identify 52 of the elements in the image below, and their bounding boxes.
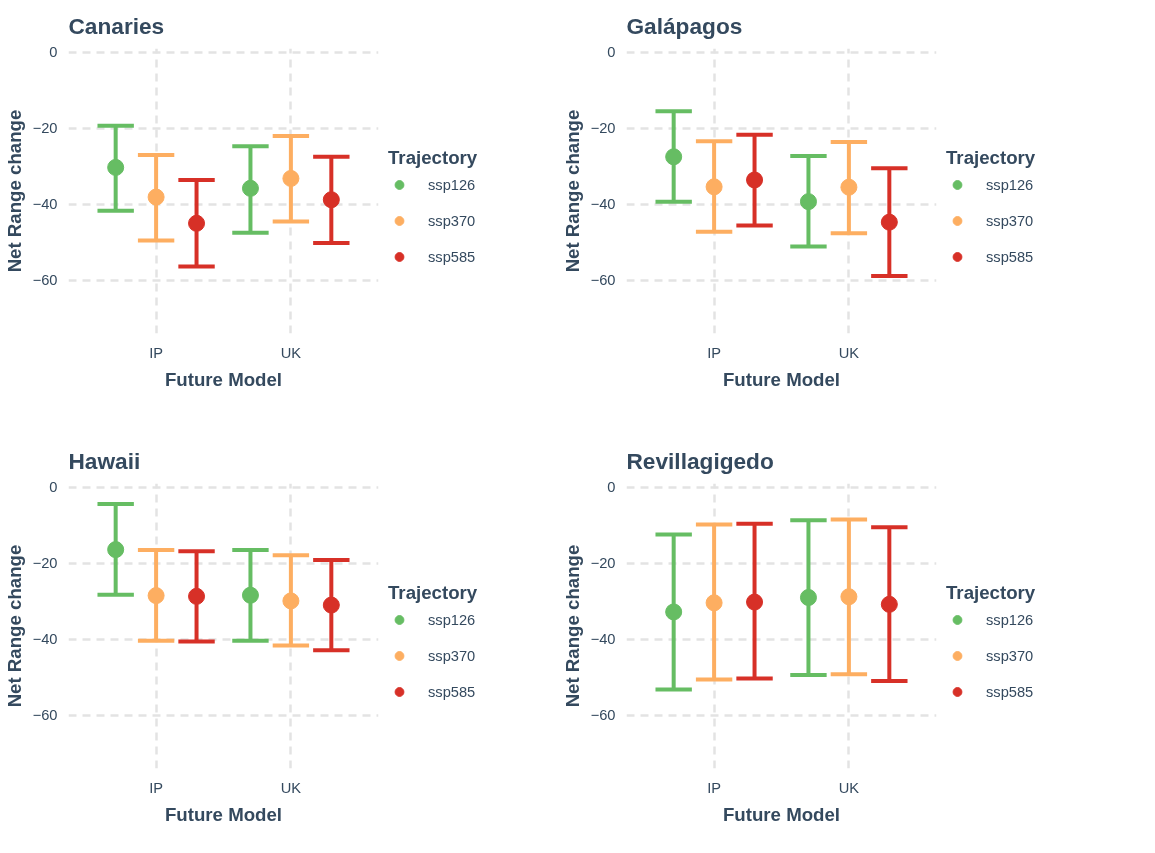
- x-axis-title: Future Model: [722, 368, 841, 390]
- x-tick-label: UK: [280, 779, 302, 796]
- chart-title: Galápagos: [626, 12, 743, 39]
- x-tick-label: IP: [149, 779, 164, 796]
- y-tick-label: 0: [607, 44, 616, 61]
- legend-label: ssp370: [428, 212, 476, 229]
- legend-title: Trajectory: [388, 146, 478, 169]
- legend-label: ssp126: [986, 176, 1034, 193]
- y-tick-label: −20: [32, 555, 58, 572]
- x-tick-label: IP: [707, 344, 722, 361]
- y-tick-label: 0: [49, 44, 58, 61]
- y-tick-label: −60: [590, 707, 616, 724]
- legend-label: ssp370: [986, 647, 1034, 664]
- x-axis-title: Future Model: [722, 803, 841, 825]
- y-axis-title: Net Range change: [3, 544, 25, 708]
- legend-label: ssp370: [428, 647, 476, 664]
- y-tick-label: −40: [590, 631, 616, 648]
- legend-title: Trajectory: [946, 581, 1036, 604]
- y-tick-label: 0: [49, 479, 58, 496]
- y-tick-label: −20: [590, 120, 616, 137]
- legend-label: ssp126: [428, 176, 476, 193]
- chart-title: Canaries: [68, 12, 165, 39]
- legend-label: ssp126: [986, 611, 1034, 628]
- legend-label: ssp585: [986, 248, 1034, 265]
- y-axis-title: Net Range change: [561, 544, 583, 708]
- chart-title: Hawaii: [68, 447, 141, 474]
- x-axis-title: Future Model: [164, 803, 283, 825]
- y-tick-label: −60: [32, 707, 58, 724]
- y-axis-title: Net Range change: [561, 109, 583, 273]
- y-tick-label: −60: [32, 272, 58, 289]
- x-tick-label: IP: [707, 779, 722, 796]
- y-tick-label: −40: [32, 196, 58, 213]
- y-tick-label: −40: [32, 631, 58, 648]
- x-tick-label: UK: [838, 779, 860, 796]
- y-tick-label: 0: [607, 479, 616, 496]
- legend-label: ssp585: [428, 248, 476, 265]
- legend-label: ssp585: [428, 683, 476, 700]
- legend-label: ssp126: [428, 611, 476, 628]
- x-axis-title: Future Model: [164, 368, 283, 390]
- x-tick-label: IP: [149, 344, 164, 361]
- y-tick-label: −20: [32, 120, 58, 137]
- x-tick-label: UK: [838, 344, 860, 361]
- y-tick-label: −40: [590, 196, 616, 213]
- chart-title: Revillagigedo: [626, 447, 774, 474]
- legend-label: ssp370: [986, 212, 1034, 229]
- legend-label: ssp585: [986, 683, 1034, 700]
- y-tick-label: −20: [590, 555, 616, 572]
- legend-title: Trajectory: [388, 581, 478, 604]
- legend-title: Trajectory: [946, 146, 1036, 169]
- y-axis-title: Net Range change: [3, 109, 25, 273]
- x-tick-label: UK: [280, 344, 302, 361]
- y-tick-label: −60: [590, 272, 616, 289]
